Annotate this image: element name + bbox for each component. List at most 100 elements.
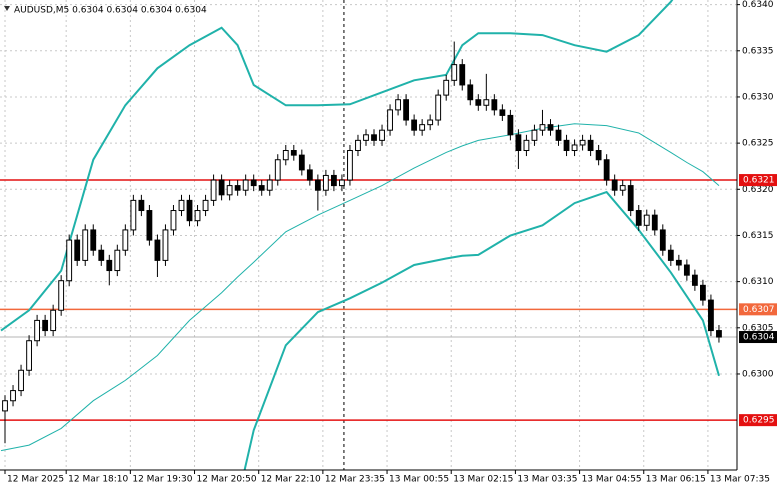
candle-body xyxy=(50,309,57,332)
y-tick-label: 0.6340 xyxy=(742,0,774,10)
candle-body xyxy=(339,179,345,187)
candle-body xyxy=(419,124,426,131)
candle-body xyxy=(154,239,161,261)
candle-body xyxy=(2,400,8,412)
candle-body xyxy=(427,119,434,126)
x-tick-label: 13 Mar 06:15 xyxy=(646,475,706,485)
candle-body xyxy=(659,229,666,251)
candle-body xyxy=(523,139,530,152)
x-tick-label: 12 Mar 2025 xyxy=(7,475,64,485)
candle-body xyxy=(387,109,393,131)
candle-body xyxy=(98,249,105,261)
candle-body xyxy=(363,134,369,141)
candle-body xyxy=(563,139,570,152)
candle-body xyxy=(619,185,626,191)
candle-body xyxy=(202,199,209,212)
candle-body xyxy=(138,199,145,212)
candle-body xyxy=(186,199,193,222)
candle-body xyxy=(403,99,410,121)
candle-body xyxy=(651,214,658,231)
x-tick-label: 12 Mar 22:10 xyxy=(261,475,321,485)
candle-body xyxy=(467,84,474,101)
candle-body xyxy=(258,185,265,191)
candle-body xyxy=(26,340,32,371)
candle-body xyxy=(282,150,289,161)
title-icon xyxy=(4,6,10,11)
y-tick-label: 0.6310 xyxy=(742,277,774,287)
candle-body xyxy=(250,179,257,187)
y-tick-label: 0.6335 xyxy=(742,46,774,56)
candle-body xyxy=(330,174,337,187)
candle-body xyxy=(371,134,377,141)
candle-body xyxy=(627,185,634,212)
price-label-box xyxy=(739,174,777,187)
candle-body xyxy=(459,64,466,86)
candle-body xyxy=(716,330,722,338)
x-tick-label: 13 Mar 07:35 xyxy=(710,475,770,485)
candle-body xyxy=(266,179,273,191)
candle-body xyxy=(499,109,506,116)
candle-body xyxy=(42,319,49,332)
price-label: 0.6295 xyxy=(743,416,775,426)
price-label-box xyxy=(739,414,777,427)
candle-body xyxy=(691,274,698,286)
candle-body xyxy=(411,119,418,131)
band-line xyxy=(243,190,720,470)
price-label-box xyxy=(739,303,777,316)
candle-body xyxy=(162,229,169,261)
candle-body xyxy=(700,284,706,301)
candle-body xyxy=(242,179,249,191)
candle-body xyxy=(579,139,586,146)
y-tick-label: 0.6300 xyxy=(742,369,774,379)
candle-body xyxy=(475,99,482,106)
candle-body xyxy=(290,150,297,156)
candle-body xyxy=(708,299,714,332)
candle-body xyxy=(306,169,313,181)
chart-title: AUDUSD,M5 0.6304 0.6304 0.6304 0.6304 xyxy=(14,6,207,16)
candle-body xyxy=(170,210,177,231)
labels: 0.6340 0.6335 0.6330 0.6325 0.6320 0.6315 0.63… xyxy=(4,0,777,485)
price-label: 0.6307 xyxy=(743,305,775,315)
candle-body xyxy=(587,139,594,152)
candle-body xyxy=(547,124,554,131)
candle-body xyxy=(483,99,490,106)
candle-body xyxy=(515,134,522,152)
candle-body xyxy=(194,210,201,222)
x-tick-label: 12 Mar 19:30 xyxy=(132,475,192,485)
candle-body xyxy=(122,229,129,251)
candle-body xyxy=(347,150,353,181)
candle-body xyxy=(611,179,618,191)
candle-body xyxy=(603,159,610,181)
candle-body xyxy=(322,174,329,191)
candle-body xyxy=(218,179,225,196)
candle-body xyxy=(595,150,602,161)
candle-body xyxy=(10,390,16,402)
y-tick-label: 0.6315 xyxy=(742,231,774,241)
candle-body xyxy=(451,64,458,81)
candle-body xyxy=(395,99,401,111)
band-line xyxy=(0,123,720,452)
candle-body xyxy=(58,280,65,311)
y-tick-label: 0.6325 xyxy=(742,139,774,149)
candle-body xyxy=(210,179,217,201)
plot-area xyxy=(0,0,737,470)
candle-body xyxy=(507,114,514,136)
x-tick-label: 13 Mar 03:35 xyxy=(517,475,577,485)
x-tick-label: 12 Mar 20:50 xyxy=(197,475,257,485)
candle-body xyxy=(555,129,562,141)
candle-body xyxy=(683,264,690,276)
y-tick-label: 0.6305 xyxy=(742,323,774,333)
y-tick-label: 0.6330 xyxy=(742,92,774,102)
candle-body xyxy=(274,159,281,181)
x-tick-label: 13 Mar 00:55 xyxy=(389,475,449,485)
x-tick-label: 12 Mar 18:10 xyxy=(68,475,128,485)
candle-body xyxy=(435,94,442,121)
candle-body xyxy=(66,239,73,282)
price-label: 0.6304 xyxy=(743,333,775,343)
candle-body xyxy=(34,319,41,342)
candle-body xyxy=(667,249,674,261)
candle-body xyxy=(130,199,137,231)
candle-body xyxy=(90,229,97,251)
price-label: 0.6321 xyxy=(743,176,775,186)
